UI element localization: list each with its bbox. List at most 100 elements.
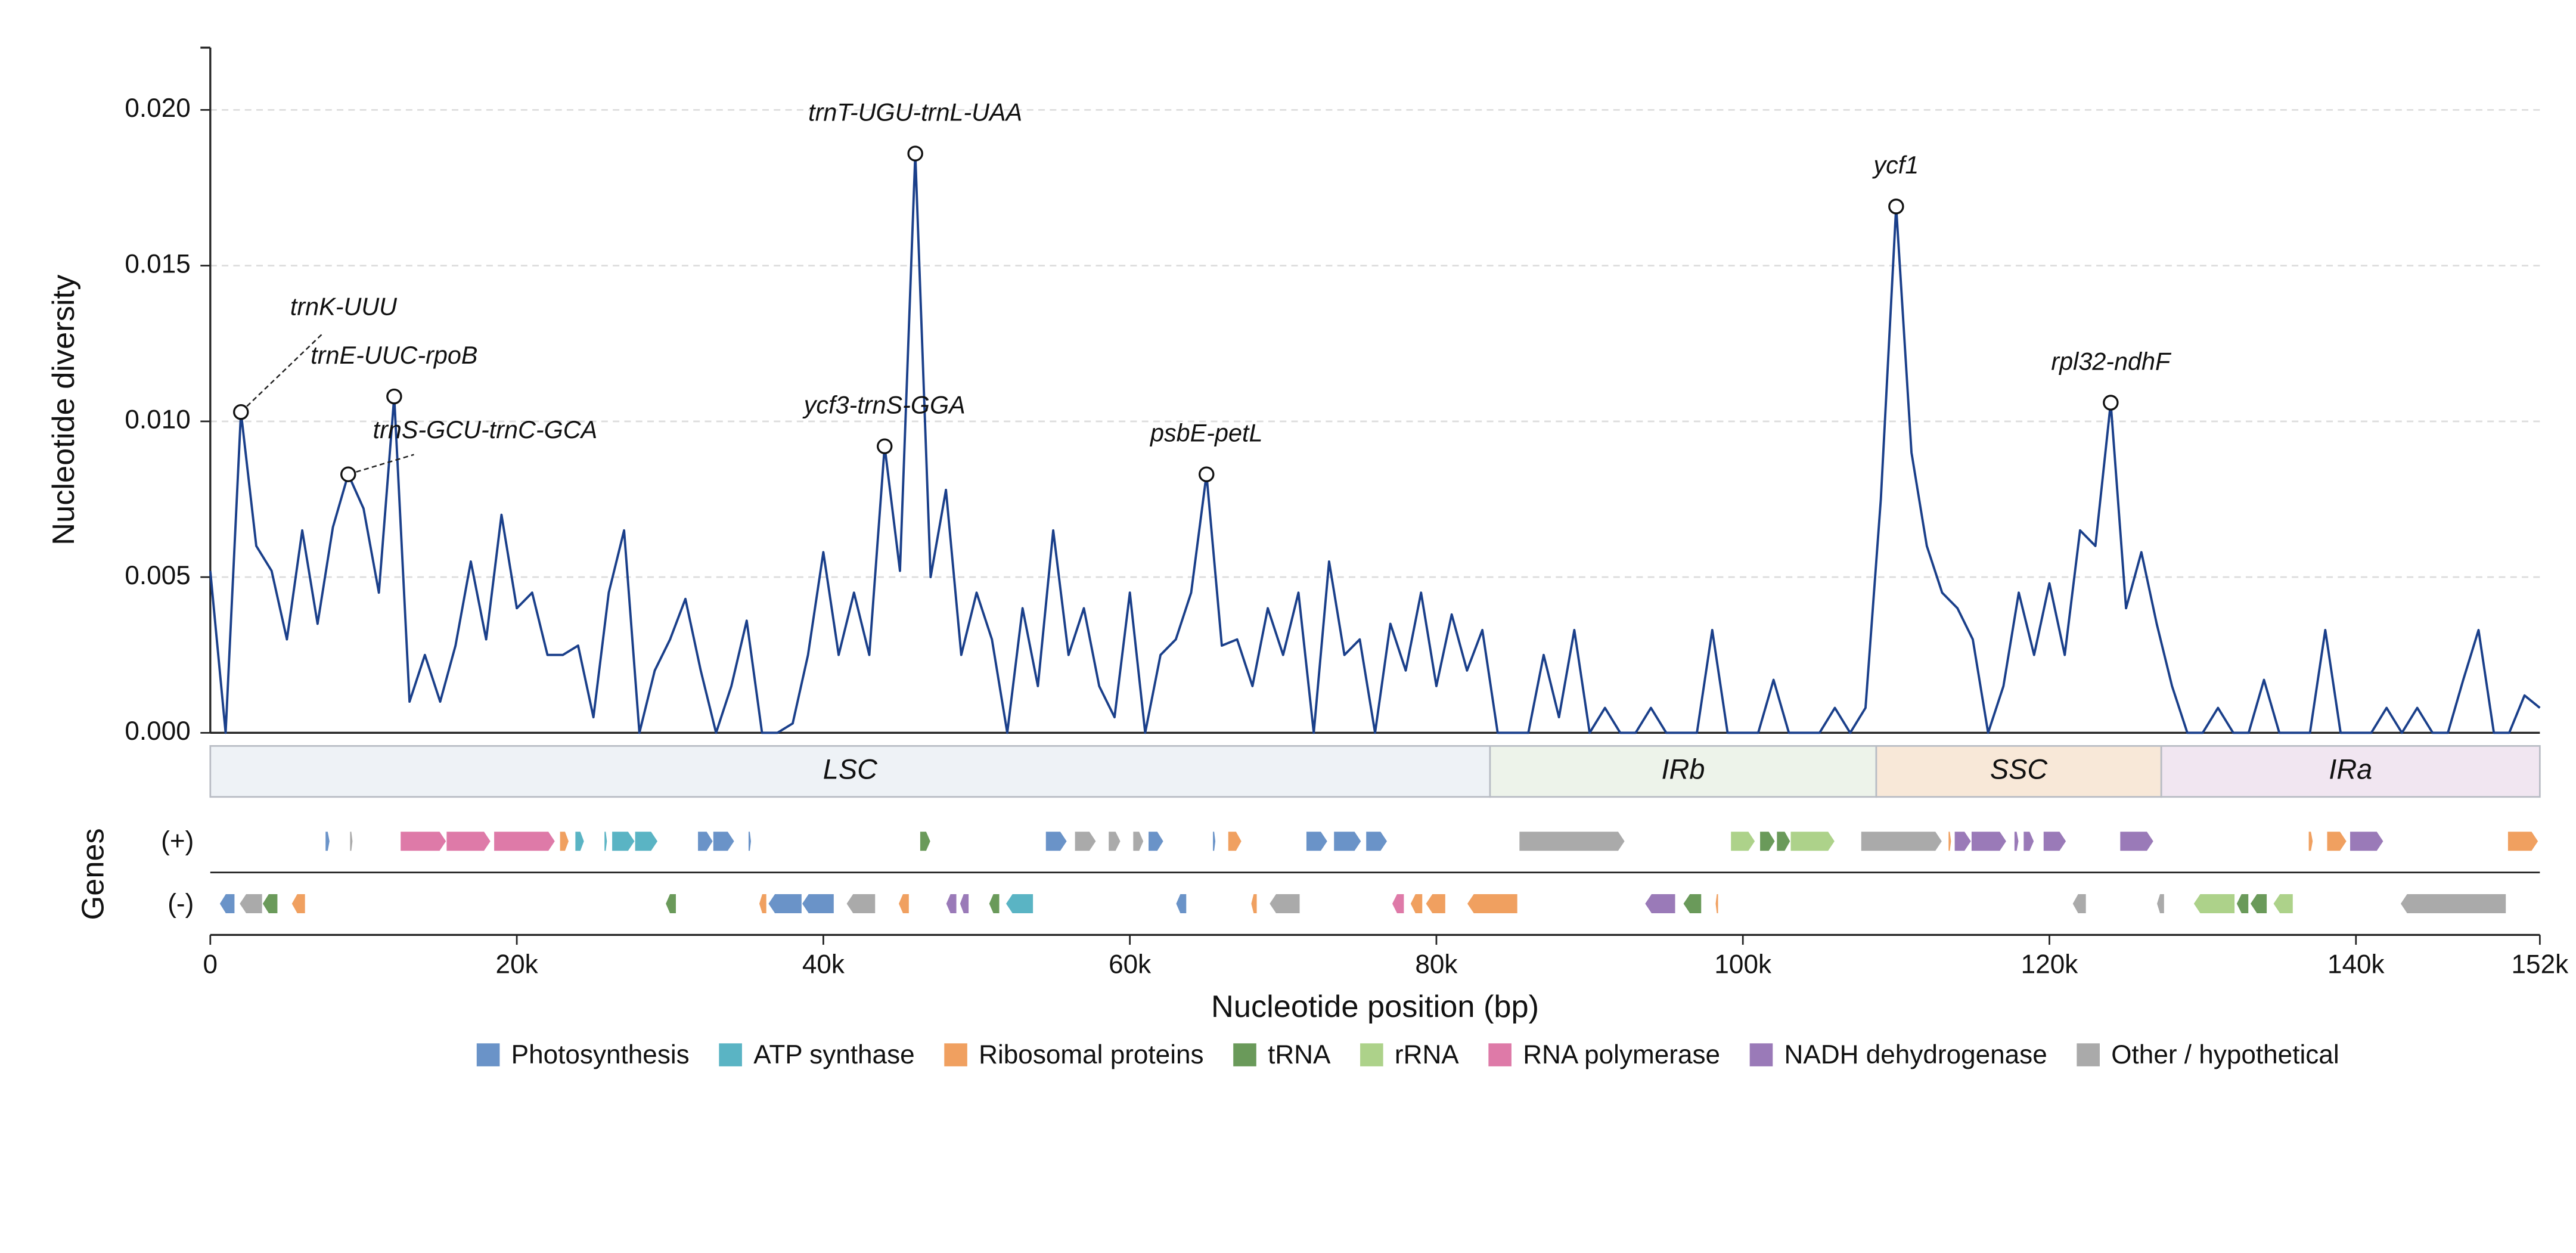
- gene-arrow: [2023, 831, 2035, 852]
- gene-arrow: [959, 893, 970, 914]
- gene-arrow: [2236, 893, 2249, 914]
- legend-swatch: [944, 1043, 967, 1066]
- peak-label: rpl32-ndhF: [2051, 348, 2172, 375]
- gene-arrow: [2119, 831, 2155, 852]
- peak-label: psbE-petL: [1149, 419, 1262, 446]
- y-tick-label: 0.020: [125, 94, 190, 123]
- gene-arrow: [697, 831, 713, 852]
- gene-arrow: [559, 831, 570, 852]
- region-band: [2160, 745, 2541, 798]
- genes-label: Genes: [76, 828, 111, 920]
- y-axis-label: Nucleotide diversity: [46, 274, 81, 545]
- gene-arrow: [2249, 893, 2268, 914]
- x-tick-label: 100k: [1714, 950, 1772, 979]
- gene-arrow: [400, 831, 447, 852]
- gene-arrow: [1730, 831, 1756, 852]
- legend-swatch: [476, 1043, 500, 1066]
- legend-label: Other / hypothetical: [2111, 1040, 2339, 1069]
- strand-label: (-): [167, 889, 194, 918]
- legend-label: Photosynthesis: [511, 1040, 690, 1069]
- gene-arrow: [1759, 831, 1776, 852]
- peak-label: trnT-UGU-trnL-UAA: [808, 98, 1022, 126]
- gene-arrow: [1045, 831, 1067, 852]
- gene-arrow: [446, 831, 492, 852]
- gene-arrow: [604, 831, 608, 852]
- gene-arrow: [219, 893, 235, 914]
- x-tick-label: 20k: [496, 950, 539, 979]
- gene-arrow: [2308, 831, 2314, 852]
- y-tick-label: 0.000: [125, 717, 190, 746]
- gene-arrow: [1466, 893, 1518, 914]
- gene-arrow: [1212, 831, 1216, 852]
- gene-arrow: [758, 893, 767, 914]
- gene-arrow: [2072, 893, 2087, 914]
- gene-arrow: [2400, 893, 2507, 914]
- peak-marker: [1199, 466, 1215, 482]
- gene-arrow: [1425, 893, 1446, 914]
- legend-swatch: [1488, 1043, 1512, 1066]
- gene-arrow: [575, 831, 585, 852]
- gene-arrow: [1005, 893, 1034, 914]
- gene-arrow: [349, 831, 353, 852]
- peak-label: ycf1: [1872, 151, 1919, 179]
- legend-label: ATP synthase: [753, 1040, 914, 1069]
- gene-arrow: [1776, 831, 1791, 852]
- gene-arrow: [747, 831, 752, 852]
- gene-arrow: [493, 831, 556, 852]
- gene-arrow: [712, 831, 735, 852]
- peak-marker: [340, 466, 356, 482]
- gene-arrow: [1227, 831, 1243, 852]
- peak-marker: [1888, 199, 1904, 215]
- y-tick-label: 0.015: [125, 249, 190, 278]
- gene-arrow: [945, 893, 957, 914]
- gene-arrow: [2273, 893, 2293, 914]
- x-tick-label: 40k: [802, 950, 845, 979]
- legend-swatch: [2077, 1043, 2100, 1066]
- x-tick-label: 80k: [1415, 950, 1458, 979]
- diversity-line: [209, 152, 2541, 734]
- gene-arrow: [2507, 831, 2539, 852]
- gene-arrow: [1365, 831, 1388, 852]
- peak-label: trnK-UUU: [290, 293, 398, 320]
- peak-marker: [2103, 395, 2119, 411]
- leader-line: [240, 333, 324, 413]
- legend-label: rRNA: [1395, 1040, 1459, 1069]
- legend-swatch: [1233, 1043, 1256, 1066]
- strand-label: (+): [161, 827, 194, 856]
- gene-arrow: [611, 831, 635, 852]
- gene-arrow: [1715, 893, 1719, 914]
- legend-label: Ribosomal proteins: [979, 1040, 1203, 1069]
- peak-marker: [877, 438, 893, 454]
- x-tick-label: 60k: [1109, 950, 1152, 979]
- region-band: [209, 745, 1491, 798]
- legend-label: RNA polymerase: [1523, 1040, 1720, 1069]
- gene-arrow: [2193, 893, 2236, 914]
- gene-arrow: [1250, 893, 1258, 914]
- x-tick-label: 120k: [2021, 950, 2079, 979]
- x-tick-label: 140k: [2327, 950, 2385, 979]
- region-label: SSC: [1990, 753, 2048, 784]
- x-tick-label: 152k: [2512, 950, 2569, 979]
- gene-arrow: [2326, 831, 2348, 852]
- peak-label: trnS-GCU-trnC-GCA: [373, 416, 598, 443]
- gene-arrow: [1175, 893, 1187, 914]
- x-axis-label: Nucleotide position (bp): [1211, 990, 1539, 1024]
- gene-arrow: [325, 831, 330, 852]
- y-tick-label: 0.010: [125, 405, 190, 435]
- legend-label: NADH dehydrogenase: [1784, 1040, 2047, 1069]
- gene-arrow: [846, 893, 876, 914]
- gene-arrow: [262, 893, 278, 914]
- region-band: [1489, 745, 1877, 798]
- gene-arrow: [2349, 831, 2384, 852]
- gene-arrow: [1790, 831, 1836, 852]
- gene-arrow: [1391, 893, 1405, 914]
- region-label: IRb: [1661, 753, 1705, 784]
- leader-line: [347, 454, 414, 475]
- gene-arrow: [2013, 831, 2019, 852]
- region-label: IRa: [2329, 753, 2372, 784]
- legend-swatch: [1749, 1043, 1773, 1066]
- gene-arrow: [1644, 893, 1676, 914]
- gene-arrow: [919, 831, 931, 852]
